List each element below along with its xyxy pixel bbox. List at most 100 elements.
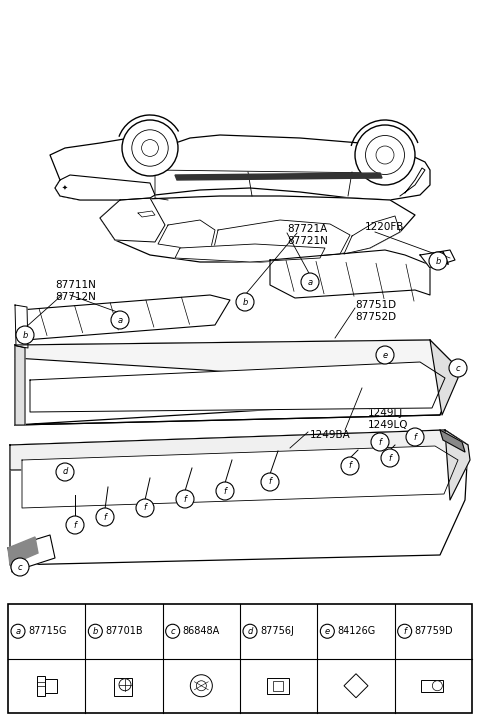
Circle shape [142,140,158,156]
FancyBboxPatch shape [273,681,283,691]
Text: f: f [379,437,382,447]
Text: f: f [268,478,272,486]
Circle shape [381,449,399,467]
Circle shape [56,463,74,481]
Text: 87711N
87712N: 87711N 87712N [55,280,96,301]
Polygon shape [175,173,382,180]
Text: ✦: ✦ [62,185,68,191]
Polygon shape [15,305,28,348]
Text: 1220FB: 1220FB [365,222,404,232]
Circle shape [243,624,257,638]
Circle shape [371,433,389,451]
Polygon shape [15,380,455,425]
Text: a: a [307,278,312,286]
Polygon shape [138,211,155,217]
Polygon shape [100,196,415,262]
Text: 87715G: 87715G [28,626,67,637]
Polygon shape [400,168,425,196]
Text: f: f [413,432,417,442]
Text: f: f [144,503,146,513]
Circle shape [355,125,415,185]
Polygon shape [15,340,455,385]
Polygon shape [420,250,455,268]
Text: 87759D: 87759D [415,626,453,637]
Circle shape [119,679,131,691]
Text: f: f [403,626,406,636]
Text: a: a [15,626,21,636]
Text: d: d [247,626,252,636]
Text: a: a [118,316,122,324]
Circle shape [261,473,279,491]
Circle shape [16,326,34,344]
Text: 87721A
87721N: 87721A 87721N [287,224,328,246]
Polygon shape [8,535,55,572]
Polygon shape [20,295,230,340]
Polygon shape [10,430,468,470]
Polygon shape [22,446,458,508]
Circle shape [96,508,114,526]
Text: 87756J: 87756J [260,626,294,637]
Circle shape [365,135,405,175]
FancyBboxPatch shape [421,679,444,692]
Text: d: d [62,468,68,477]
Polygon shape [50,135,430,200]
Circle shape [196,681,206,691]
Text: 1249BA: 1249BA [310,430,351,440]
Text: c: c [456,364,460,372]
Circle shape [176,490,194,508]
FancyBboxPatch shape [36,676,45,696]
Circle shape [122,120,178,176]
Circle shape [341,457,359,475]
Polygon shape [55,175,155,200]
Polygon shape [344,216,400,254]
Text: b: b [93,626,98,636]
Circle shape [88,624,102,638]
Circle shape [11,624,25,638]
Polygon shape [15,340,455,425]
Text: 84126G: 84126G [337,626,375,637]
Polygon shape [175,244,325,262]
FancyBboxPatch shape [267,678,288,694]
Text: b: b [435,256,441,266]
Text: e: e [383,351,387,359]
Circle shape [236,293,254,311]
Text: f: f [348,462,351,470]
Circle shape [376,346,394,364]
Circle shape [11,558,29,576]
Text: b: b [242,298,248,306]
Text: b: b [22,331,28,339]
Text: c: c [170,626,175,636]
FancyBboxPatch shape [8,604,472,713]
Polygon shape [440,430,465,452]
FancyBboxPatch shape [45,679,57,693]
Text: 87755B
87756G
1249LJ
1249LQ: 87755B 87756G 1249LJ 1249LQ [368,385,409,430]
Text: f: f [388,453,392,463]
Circle shape [132,130,168,166]
Circle shape [376,146,394,164]
Circle shape [432,681,443,691]
Circle shape [429,252,447,270]
Text: f: f [73,521,76,530]
Polygon shape [100,198,165,242]
Circle shape [301,273,319,291]
Polygon shape [344,674,368,698]
Polygon shape [30,362,445,412]
FancyBboxPatch shape [114,678,132,696]
Text: f: f [183,495,187,503]
Polygon shape [270,250,430,298]
Circle shape [216,482,234,500]
Polygon shape [445,430,470,500]
Polygon shape [10,430,468,565]
Circle shape [166,624,180,638]
Text: 86848A: 86848A [183,626,220,637]
Circle shape [406,428,424,446]
Polygon shape [158,220,215,252]
Text: f: f [224,486,227,495]
Polygon shape [213,220,350,258]
Circle shape [66,516,84,534]
Circle shape [449,359,467,377]
Circle shape [397,624,412,638]
Circle shape [136,499,154,517]
Text: e: e [325,626,330,636]
Text: 87751D
87752D: 87751D 87752D [355,300,396,321]
